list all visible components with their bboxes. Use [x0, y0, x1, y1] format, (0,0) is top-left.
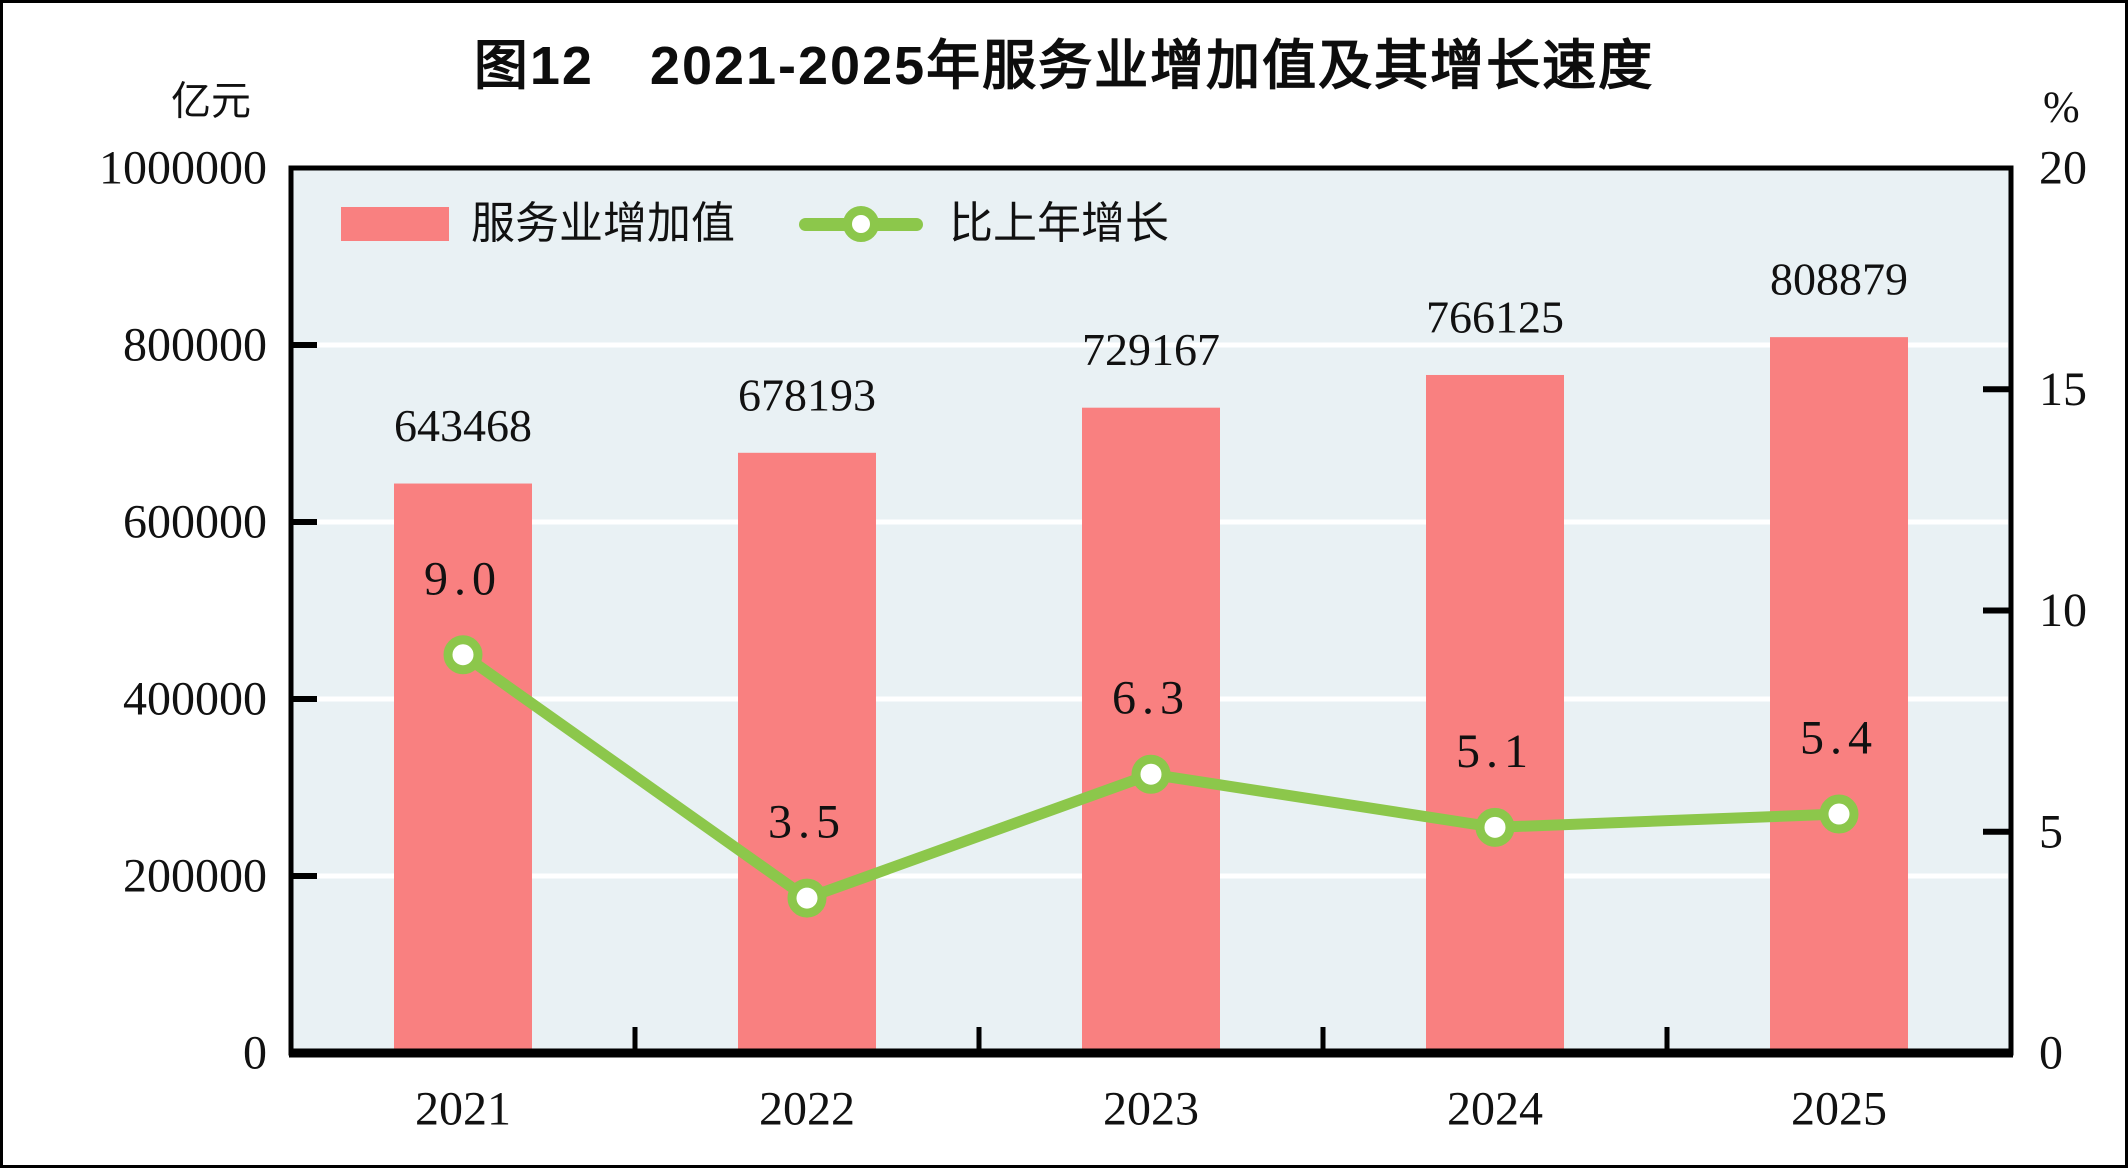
right-axis-label-5: 5: [2039, 805, 2063, 858]
bar-2025: [1770, 337, 1908, 1053]
left-axis-label-400000: 400000: [123, 673, 267, 726]
bar-value-label-2022: 678193: [738, 369, 876, 420]
year-label-2024: 2024: [1447, 1083, 1543, 1136]
line-series-sample: [799, 203, 923, 245]
line-value-label-2022: 3.5: [768, 796, 846, 849]
bar-2023: [1082, 407, 1220, 1053]
line-value-label-2024: 5.1: [1456, 725, 1534, 778]
bar-series-swatch: [341, 207, 449, 241]
right-axis-label-10: 10: [2039, 584, 2087, 637]
line-sample-marker-icon: [843, 206, 879, 242]
line-marker-2023: [1131, 754, 1171, 794]
bar-value-label-2024: 766125: [1426, 291, 1564, 342]
right-axis-label-15: 15: [2039, 363, 2087, 416]
year-label-2023: 2023: [1103, 1083, 1199, 1136]
left-axis-label-200000: 200000: [123, 850, 267, 903]
year-label-2022: 2022: [759, 1083, 855, 1136]
left-axis-label-600000: 600000: [123, 496, 267, 549]
year-label-2021: 2021: [415, 1083, 511, 1136]
line-value-label-2021: 9.0: [424, 552, 502, 605]
line-marker-2025: [1819, 794, 1859, 834]
right-axis-unit: %: [2043, 83, 2080, 132]
bar-series-legend-label: 服务业增加值: [471, 199, 735, 248]
right-axis-label-0: 0: [2039, 1027, 2063, 1080]
chart-legend: 服务业增加值 比上年增长: [341, 201, 1169, 247]
combo-chart-plot: 643468 678193 729167 766125 808879 9.0 3.5 6.3 5…: [99, 79, 2087, 1136]
left-axis-label-800000: 800000: [123, 319, 267, 372]
bar-value-label-2021: 643468: [394, 400, 532, 451]
line-marker-2021: [443, 635, 483, 675]
left-axis-unit: 亿元: [171, 79, 251, 124]
bar-value-label-2023: 729167: [1082, 324, 1220, 375]
bar-value-label-2025: 808879: [1770, 254, 1908, 305]
line-marker-2022: [787, 878, 827, 918]
chart-title: 图12 2021-2025年服务业增加值及其增长速度: [473, 36, 1655, 96]
right-axis-label-20: 20: [2039, 142, 2087, 195]
bar-2022: [738, 452, 876, 1053]
bar-2021: [394, 483, 532, 1053]
year-label-2025: 2025: [1791, 1083, 1887, 1136]
line-marker-2024: [1475, 807, 1515, 847]
line-value-label-2025: 5.4: [1800, 712, 1878, 765]
line-series-legend-label: 比上年增长: [949, 199, 1169, 248]
left-axis-label-0: 0: [243, 1027, 267, 1080]
line-value-label-2023: 6.3: [1112, 672, 1190, 725]
bar-2024: [1426, 374, 1564, 1053]
left-axis-label-1000000: 1000000: [99, 142, 267, 195]
